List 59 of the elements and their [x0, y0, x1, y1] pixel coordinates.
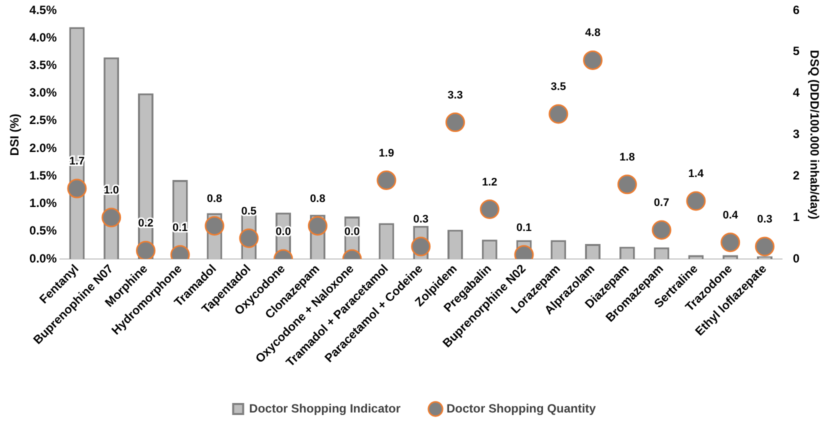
data-label: 0.0 [276, 226, 291, 238]
data-label: 1.8 [620, 151, 635, 164]
y-axis-title: DSI (%) [8, 114, 22, 156]
data-label: 1.9 [378, 147, 394, 160]
point [67, 178, 87, 198]
y2-tick-label: 6 [792, 2, 800, 17]
point [686, 191, 706, 211]
point [308, 216, 328, 236]
y2-tick-label: 0 [792, 251, 800, 266]
data-label: 0.3 [413, 214, 428, 226]
data-label: 0.8 [206, 192, 222, 205]
y2-tick-label: 3 [792, 127, 800, 142]
y-tick-label: 2.0% [29, 140, 58, 155]
y2-axis-title: DSQ (DDD/100.000 inhab/day) [807, 50, 822, 220]
data-label: 1.2 [482, 176, 498, 188]
y-tick-label: 4.0% [29, 30, 58, 44]
data-label: 1.4 [688, 168, 704, 180]
point [136, 240, 156, 259]
legend-label: Doctor Shopping Indicator [249, 401, 401, 416]
data-label: 0.5 [241, 205, 257, 218]
data-label: 3.3 [448, 89, 463, 102]
y-tick-label: 0.5% [29, 224, 58, 238]
data-label: 0.2 [138, 218, 154, 230]
y2-tick-label: 1 [792, 210, 800, 224]
y2-tick-label: 5 [792, 44, 800, 58]
point [376, 170, 396, 190]
data-label: 0.4 [722, 209, 739, 222]
point [583, 50, 603, 70]
data-label: 0.1 [172, 222, 188, 234]
point [754, 236, 774, 256]
legend-label: Doctor Shopping Quantity [446, 401, 596, 416]
point [445, 112, 465, 132]
point [652, 220, 672, 240]
point [548, 104, 568, 124]
point [102, 208, 122, 228]
data-label: 1.0 [104, 184, 119, 197]
y-tick-label: 4.5% [29, 2, 58, 17]
data-label: 1.7 [69, 156, 85, 168]
y-tick-label: 1.5% [29, 168, 58, 182]
data-label: 0.0 [344, 226, 360, 238]
y-tick-label: 3.0% [29, 86, 58, 100]
data-label: 0.3 [757, 214, 772, 226]
data-label: 4.8 [585, 27, 600, 40]
point [239, 228, 259, 248]
y-tick-label: 3.5% [29, 58, 58, 72]
point [480, 200, 500, 220]
y-tick-label: 0.0% [29, 251, 58, 266]
point [411, 236, 431, 256]
data-label: 0.1 [516, 222, 532, 234]
point [617, 174, 637, 194]
y-tick-label: 2.5% [29, 113, 58, 128]
data-label: 3.5 [550, 81, 566, 94]
y-tick-label: 1.0% [29, 196, 58, 210]
y2-tick-label: 2 [792, 168, 800, 182]
y2-tick-label: 4 [792, 86, 800, 100]
data-label: 0.7 [654, 197, 670, 209]
data-label: 0.8 [310, 192, 326, 205]
point [204, 216, 224, 236]
point [720, 232, 740, 252]
